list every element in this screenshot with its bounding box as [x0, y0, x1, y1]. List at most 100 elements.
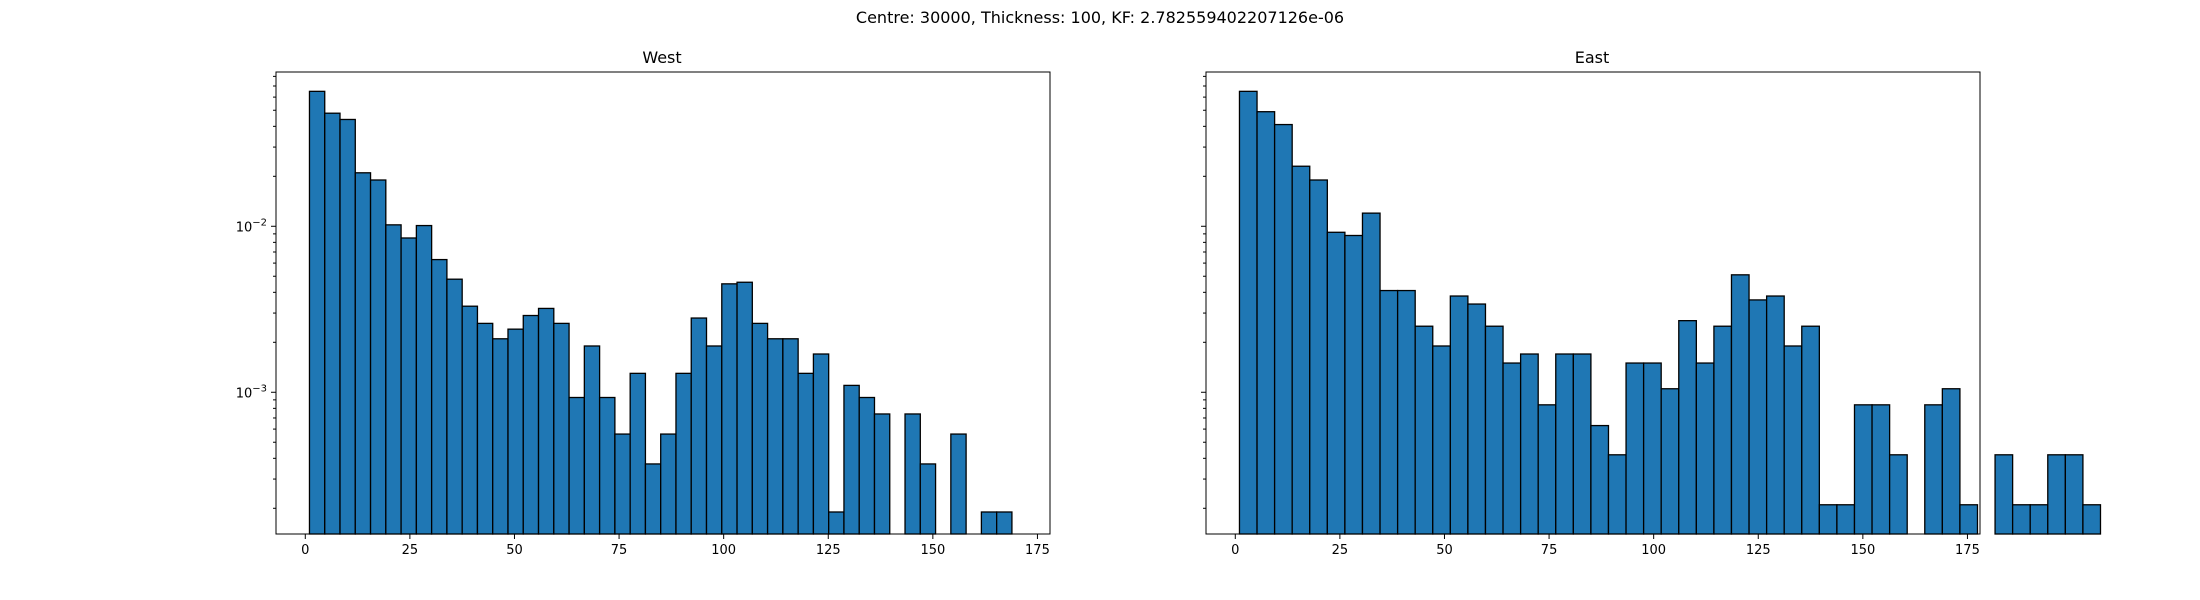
west-bar	[980, 511, 998, 535]
west-bar	[996, 511, 1013, 535]
west-bar	[400, 237, 418, 535]
east-bar	[1326, 231, 1346, 535]
west-x-tick-label: 100	[711, 543, 736, 558]
west-bar	[507, 328, 524, 535]
west-x-tick-label: 150	[920, 543, 945, 558]
east-bar	[1396, 289, 1416, 535]
west-bar	[629, 372, 647, 535]
west-bars	[308, 90, 1013, 535]
west-bar	[828, 511, 845, 535]
east-bar	[1519, 353, 1539, 535]
west-bar	[705, 345, 723, 535]
east-bars	[1238, 90, 2102, 535]
east-bar	[2082, 504, 2102, 535]
west-bar	[430, 258, 448, 535]
east-x-tick-label: 75	[1541, 543, 1558, 558]
east-bar	[1748, 299, 1768, 535]
east-bar	[1836, 504, 1856, 535]
west-x-tick-label: 75	[611, 543, 628, 558]
east-bar	[1871, 404, 1891, 535]
east-x-tick-label: 150	[1850, 543, 1875, 558]
east-y-ticks	[1201, 75, 1206, 509]
east-bar	[1414, 325, 1434, 535]
east-bar	[2029, 504, 2049, 535]
east-bar	[1853, 404, 1873, 535]
west-x-tick-label: 175	[1025, 543, 1050, 558]
east-bar	[1818, 504, 1838, 535]
east-bar	[1484, 325, 1504, 535]
west-axes-title: West	[642, 48, 681, 67]
east-axes-frame	[1205, 71, 1981, 535]
east-bar	[1449, 295, 1469, 535]
east-bar	[1607, 454, 1627, 535]
west-bar	[904, 413, 921, 535]
east-bar	[1642, 362, 1662, 535]
west-bar	[690, 317, 708, 535]
west-bar	[537, 307, 555, 535]
east-x-tick-label: 175	[1955, 543, 1980, 558]
east-bar	[1888, 454, 1908, 535]
west-bar	[324, 112, 341, 535]
west-bar	[476, 322, 494, 535]
east-bar	[1379, 289, 1399, 535]
west-bar	[385, 224, 402, 535]
east-bar	[1344, 234, 1364, 535]
east-bar	[1238, 90, 1258, 535]
east-bar	[1730, 274, 1750, 535]
west-y-tick-label: 10−3	[236, 383, 267, 401]
west-bar	[522, 314, 540, 535]
west-bar	[782, 338, 799, 535]
east-bar	[1572, 353, 1592, 535]
east-bar	[1994, 454, 2014, 535]
west-bar	[751, 322, 769, 535]
east-bar	[1959, 504, 1979, 535]
west-bar	[415, 224, 433, 535]
west-axes-frame	[275, 71, 1051, 535]
east-bar	[1467, 303, 1487, 535]
west-axes: West 0 25 50 75 100 125 150 175 10−2 10−3	[236, 48, 1051, 558]
west-bar	[598, 396, 616, 535]
east-bar	[1941, 388, 1961, 535]
east-bar	[1924, 404, 1943, 535]
east-bar	[1765, 295, 1785, 535]
east-bar	[1801, 325, 1820, 535]
east-bar	[1783, 345, 1803, 535]
west-x-tick-label: 0	[301, 543, 309, 558]
west-x-tick-label: 125	[816, 543, 841, 558]
east-axes-title: East	[1575, 48, 1610, 67]
west-bar	[644, 463, 662, 535]
east-x-tick-label: 0	[1231, 543, 1239, 558]
east-bar	[1713, 325, 1733, 535]
east-bar	[2047, 454, 2067, 535]
east-bar	[2011, 504, 2031, 535]
west-x-ticks: 0 25 50 75 100 125 150 175	[301, 534, 1050, 558]
west-bar	[812, 353, 830, 535]
east-bar	[1291, 165, 1311, 535]
east-x-tick-label: 25	[1332, 543, 1349, 558]
east-bar	[2064, 454, 2084, 535]
west-bar	[369, 179, 387, 535]
west-bar	[675, 372, 692, 535]
east-bar	[1695, 362, 1715, 535]
east-bar	[1502, 362, 1522, 535]
west-bar	[568, 396, 585, 535]
west-x-tick-label: 50	[506, 543, 523, 558]
west-bar	[766, 338, 784, 535]
east-bar	[1590, 424, 1610, 535]
west-bar	[919, 463, 937, 535]
east-x-tick-label: 50	[1436, 543, 1453, 558]
west-bar	[614, 433, 631, 535]
west-bar	[583, 345, 601, 535]
east-bar	[1361, 212, 1381, 535]
east-bar	[1432, 345, 1451, 535]
west-bar	[492, 338, 509, 535]
east-bar	[1309, 179, 1328, 535]
west-y-tick-label: 10−2	[236, 217, 267, 235]
west-bar	[721, 283, 738, 535]
east-bar	[1555, 353, 1574, 535]
west-x-tick-label: 25	[402, 543, 419, 558]
west-bar	[461, 305, 479, 535]
west-bar	[843, 384, 860, 535]
east-axes: East 0 25 50 75 100 125 150 175	[1201, 48, 2102, 558]
